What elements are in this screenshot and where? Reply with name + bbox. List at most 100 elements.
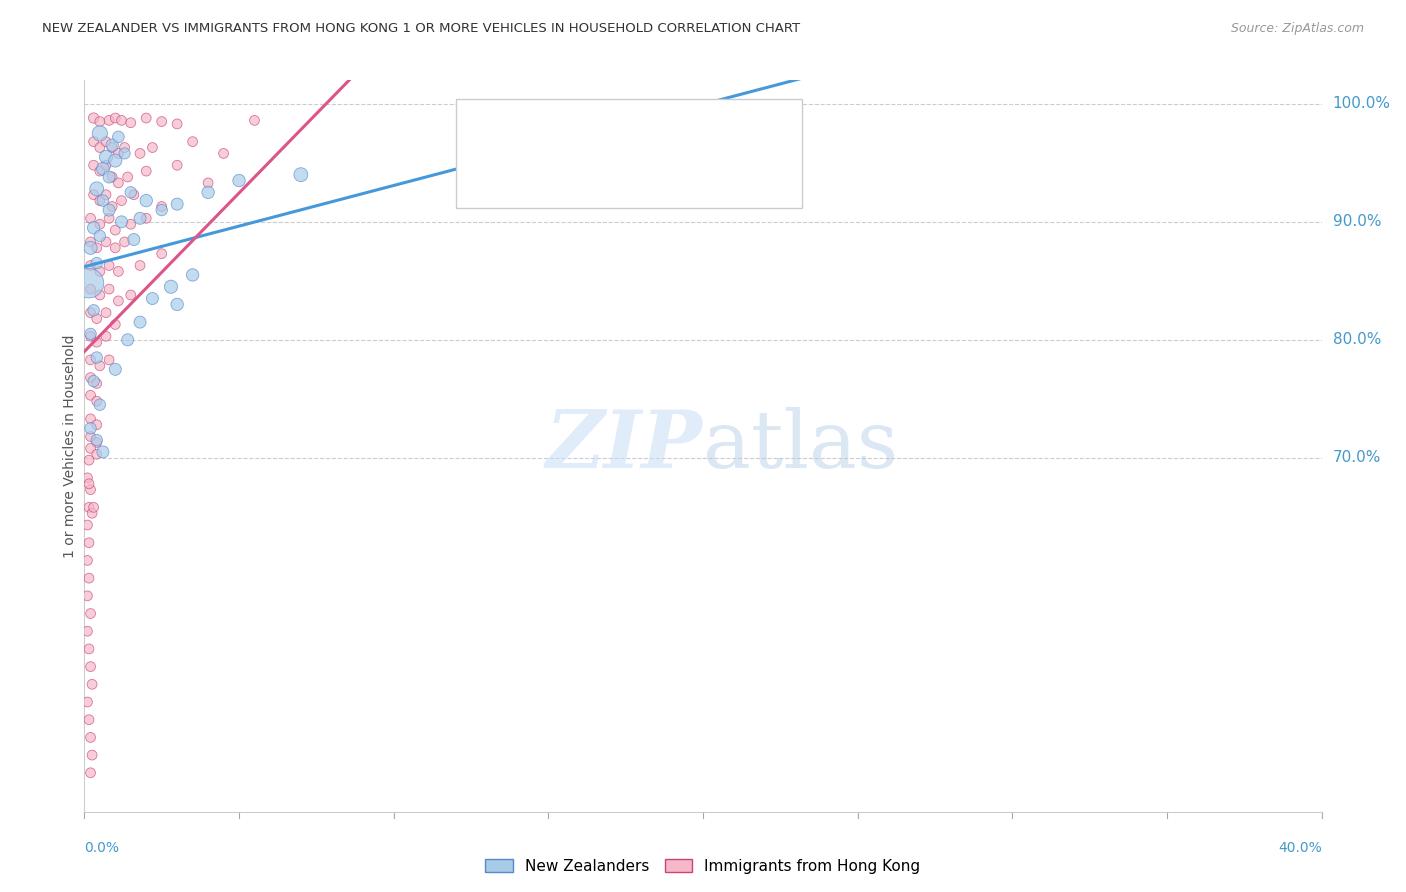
Point	[79, 412, 101, 426]
Point	[107, 146, 129, 161]
Legend: R = 0.308   N = 43, R = 0.275   N = 111: R = 0.308 N = 43, R = 0.275 N = 111	[482, 118, 702, 172]
Point	[89, 288, 111, 302]
Point	[86, 335, 108, 350]
Point	[104, 153, 127, 168]
Point	[166, 158, 188, 172]
Point	[79, 282, 101, 296]
Point	[114, 235, 136, 249]
Point	[79, 235, 101, 249]
Point	[86, 256, 108, 270]
Point	[89, 114, 111, 128]
Point	[76, 589, 98, 603]
Point	[135, 111, 157, 125]
Point	[76, 695, 98, 709]
Point	[110, 113, 132, 128]
Point	[94, 329, 117, 343]
Text: Source: ZipAtlas.com: Source: ZipAtlas.com	[1230, 22, 1364, 36]
Point	[83, 220, 105, 235]
Text: 0.0%: 0.0%	[84, 841, 120, 855]
Point	[129, 315, 152, 329]
Point	[166, 297, 188, 311]
FancyBboxPatch shape	[456, 99, 801, 209]
Point	[181, 135, 204, 149]
Point	[77, 571, 100, 585]
Point	[77, 500, 100, 515]
Point	[83, 158, 105, 172]
Point	[86, 433, 108, 447]
Point	[77, 713, 100, 727]
Point	[77, 641, 100, 656]
Point	[228, 173, 250, 187]
Point	[135, 164, 157, 178]
Point	[101, 169, 124, 184]
Point	[120, 116, 142, 130]
Point	[104, 111, 127, 125]
Y-axis label: 1 or more Vehicles in Household: 1 or more Vehicles in Household	[63, 334, 77, 558]
Point	[86, 241, 108, 255]
Point	[107, 264, 129, 278]
Point	[104, 223, 127, 237]
Point	[79, 259, 101, 273]
Text: 70.0%: 70.0%	[1333, 450, 1381, 466]
Point	[94, 158, 117, 172]
Point	[79, 370, 101, 384]
Point	[83, 374, 105, 388]
Point	[82, 748, 104, 763]
Point	[290, 168, 312, 182]
Point	[141, 292, 163, 306]
Point	[98, 282, 121, 296]
Point	[82, 506, 104, 520]
Point	[79, 241, 101, 255]
Point	[86, 351, 108, 365]
Point	[86, 447, 108, 461]
Point	[89, 140, 111, 154]
Text: 90.0%: 90.0%	[1333, 214, 1381, 229]
Point	[120, 288, 142, 302]
Point	[160, 279, 183, 293]
Point	[79, 329, 101, 343]
Point	[122, 187, 145, 202]
Point	[135, 211, 157, 226]
Point	[117, 333, 139, 347]
Point	[129, 146, 152, 161]
Point	[79, 429, 101, 443]
Point	[77, 276, 100, 290]
Point	[104, 241, 127, 255]
Text: 40.0%: 40.0%	[1278, 841, 1322, 855]
Point	[98, 113, 121, 128]
Point	[98, 259, 121, 273]
Point	[89, 229, 111, 244]
Point	[122, 233, 145, 247]
Point	[129, 259, 152, 273]
Point	[79, 659, 101, 673]
Point	[110, 215, 132, 229]
Text: 100.0%: 100.0%	[1333, 96, 1391, 112]
Point	[166, 197, 188, 211]
Point	[120, 186, 142, 200]
Point	[79, 765, 101, 780]
Text: ZIP: ZIP	[546, 408, 703, 484]
Point	[86, 417, 108, 432]
Point	[197, 186, 219, 200]
Point	[86, 435, 108, 450]
Point	[79, 607, 101, 621]
Point	[86, 182, 108, 196]
Point	[91, 445, 114, 459]
Text: atlas: atlas	[703, 407, 898, 485]
Point	[141, 140, 163, 154]
Point	[197, 176, 219, 190]
Point	[150, 246, 173, 260]
Point	[754, 114, 776, 128]
Point	[98, 211, 121, 226]
Point	[76, 471, 98, 485]
Point	[120, 217, 142, 231]
Point	[104, 318, 127, 332]
Point	[212, 146, 235, 161]
Point	[107, 176, 129, 190]
Point	[79, 211, 101, 226]
Point	[117, 169, 139, 184]
Point	[110, 194, 132, 208]
Point	[94, 150, 117, 164]
Point	[86, 376, 108, 391]
Point	[83, 187, 105, 202]
